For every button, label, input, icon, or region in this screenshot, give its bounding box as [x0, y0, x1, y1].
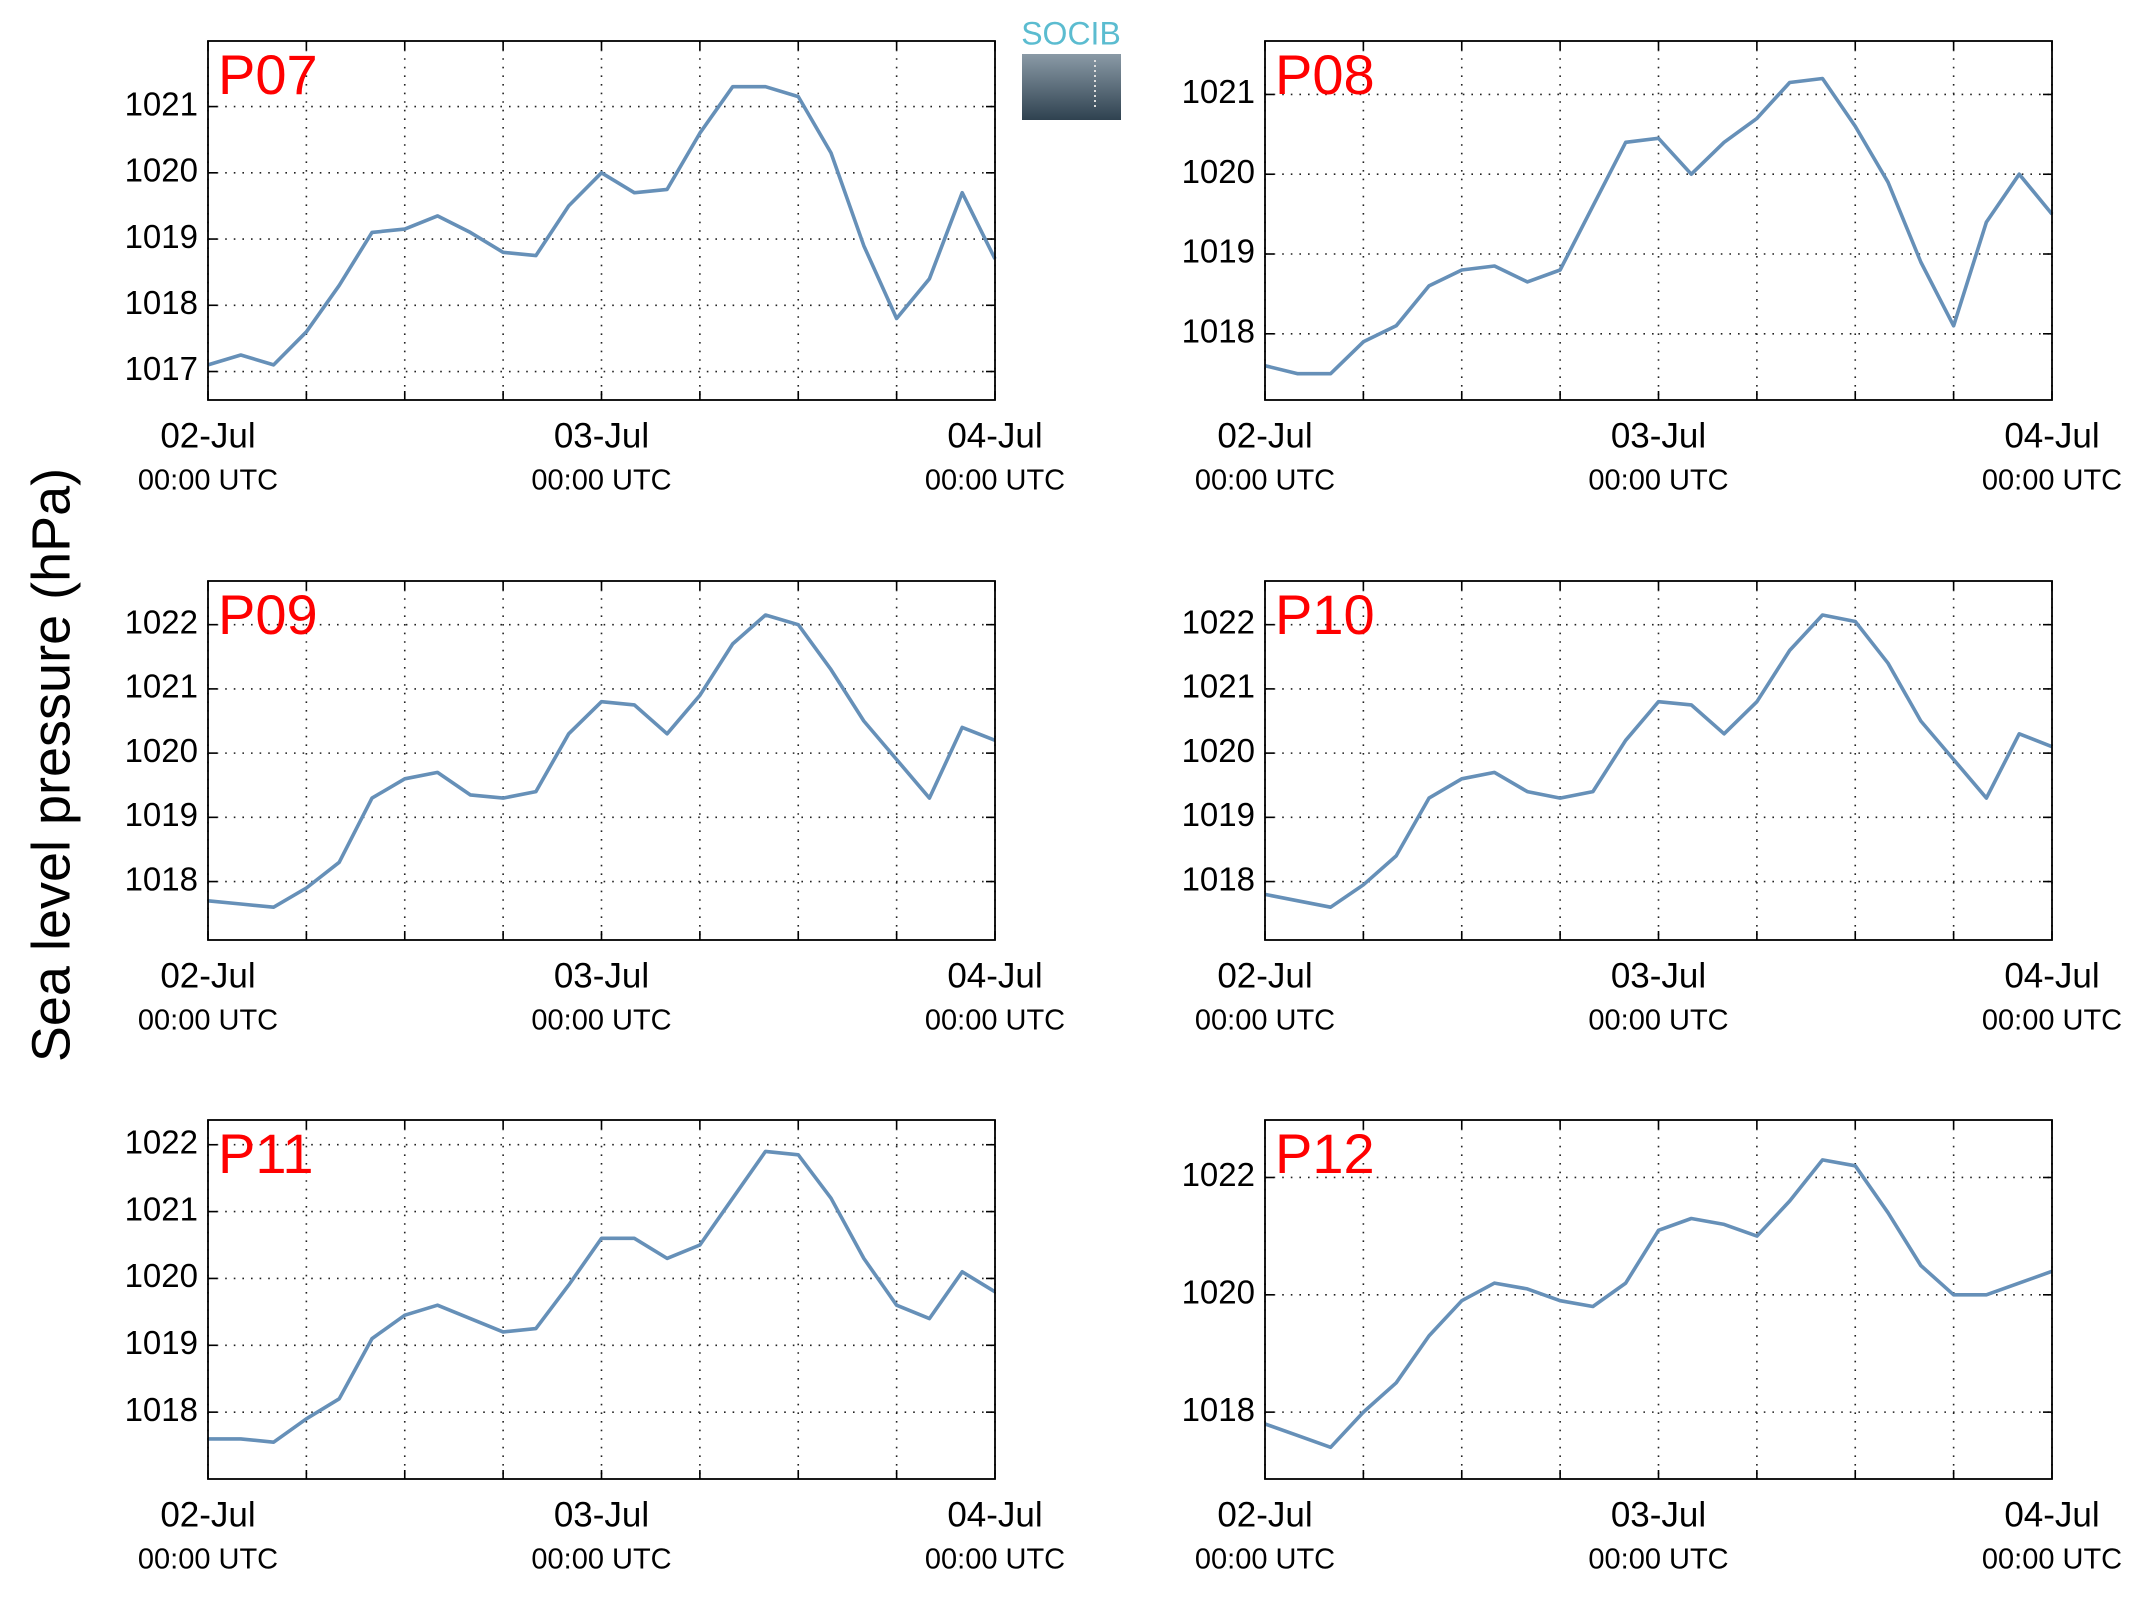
- y-tick-label: 1018: [125, 284, 198, 321]
- plot-frame: [207, 1119, 996, 1480]
- y-tick-label: 1020: [125, 152, 198, 189]
- x-tick-label: 02-Jul: [1217, 416, 1312, 455]
- data-line: [207, 84, 997, 367]
- y-tick-label: 1022: [125, 1123, 198, 1160]
- x-tick-sublabel: 00:00 UTC: [1195, 1544, 1335, 1576]
- x-tick-sublabel: 00:00 UTC: [531, 465, 671, 497]
- panel-title: P11: [218, 1122, 313, 1185]
- panel: 1018 1020 1022 02-Jul 00:00 UTC 03-Jul 00:00 U…: [1182, 1119, 2122, 1576]
- y-tick-label: 1018: [1182, 860, 1255, 897]
- x-tick-label: 02-Jul: [1217, 956, 1312, 995]
- x-tick-sublabel: 00:00 UTC: [1982, 1005, 2122, 1037]
- y-tick-label: 1019: [1182, 796, 1255, 833]
- panel-title: P10: [1275, 583, 1375, 646]
- y-tick-label: 1021: [125, 1190, 198, 1227]
- y-tick-label: 1018: [1182, 313, 1255, 350]
- y-tick-label: 1021: [1182, 668, 1255, 705]
- x-tick-sublabel: 00:00 UTC: [1588, 1005, 1728, 1037]
- x-tick-sublabel: 00:00 UTC: [1195, 465, 1335, 497]
- plot-frame: [1264, 1119, 2053, 1480]
- panel: 1018 1019 1020 1021 1022 02-Jul 00:00 UTC 03-Ju…: [1182, 580, 2122, 1037]
- x-tick-sublabel: 00:00 UTC: [1588, 465, 1728, 497]
- x-tick-sublabel: 00:00 UTC: [1982, 465, 2122, 497]
- plot-frame: [207, 40, 996, 401]
- logo-text: SOCIB: [1021, 15, 1121, 51]
- x-tick-label: 04-Jul: [2004, 956, 2099, 995]
- x-tick-sublabel: 00:00 UTC: [1195, 1005, 1335, 1037]
- x-tick-sublabel: 00:00 UTC: [138, 1544, 278, 1576]
- y-tick-label: 1019: [125, 218, 198, 255]
- panel: 1018 1019 1020 1021 1022 02-Jul 00:00 UTC 03-Ju…: [125, 1119, 1065, 1576]
- y-tick-label: 1022: [125, 603, 198, 640]
- logo: SOCIB: [1021, 15, 1121, 120]
- y-tick-label: 1020: [1182, 1274, 1255, 1311]
- y-tick-label: 1022: [1182, 1156, 1255, 1193]
- x-tick-label: 04-Jul: [2004, 1495, 2099, 1534]
- plot-frame: [207, 580, 996, 941]
- x-tick-label: 03-Jul: [1611, 956, 1706, 995]
- y-axis-label: Sea level pressure (hPa): [21, 468, 81, 1062]
- y-tick-label: 1020: [125, 732, 198, 769]
- x-tick-label: 03-Jul: [554, 1495, 649, 1534]
- panel-title: P12: [1275, 1122, 1375, 1185]
- y-tick-label: 1018: [1182, 1391, 1255, 1428]
- y-tick-label: 1019: [125, 1324, 198, 1361]
- y-tick-label: 1018: [125, 860, 198, 897]
- plot-frame: [1264, 580, 2053, 941]
- panel-title: P09: [218, 583, 318, 646]
- logo-box: [1022, 54, 1121, 120]
- x-tick-label: 02-Jul: [160, 1495, 255, 1534]
- x-tick-label: 04-Jul: [947, 416, 1042, 455]
- x-tick-label: 02-Jul: [160, 416, 255, 455]
- x-tick-label: 02-Jul: [1217, 1495, 1312, 1534]
- data-line: [207, 613, 996, 910]
- panel: 1018 1019 1020 1021 1022 02-Jul 00:00 UTC 03-Ju…: [125, 580, 1065, 1037]
- y-tick-label: 1019: [1182, 233, 1255, 270]
- x-tick-label: 03-Jul: [1611, 1495, 1706, 1534]
- x-tick-sublabel: 00:00 UTC: [925, 1544, 1065, 1576]
- panel-title: P07: [218, 43, 318, 106]
- data-line: [1264, 613, 2053, 910]
- x-tick-sublabel: 00:00 UTC: [531, 1005, 671, 1037]
- x-tick-sublabel: 00:00 UTC: [1588, 1544, 1728, 1576]
- y-tick-label: 1021: [125, 668, 198, 705]
- y-tick-label: 1017: [125, 350, 198, 387]
- x-tick-label: 03-Jul: [1611, 416, 1706, 455]
- x-tick-label: 03-Jul: [554, 956, 649, 995]
- x-tick-sublabel: 00:00 UTC: [1982, 1544, 2122, 1576]
- x-tick-sublabel: 00:00 UTC: [138, 465, 278, 497]
- y-tick-label: 1020: [125, 1257, 198, 1294]
- x-tick-sublabel: 00:00 UTC: [925, 465, 1065, 497]
- x-tick-label: 04-Jul: [947, 956, 1042, 995]
- y-tick-label: 1020: [1182, 153, 1255, 190]
- y-tick-label: 1018: [125, 1391, 198, 1428]
- panel: 1017 1018 1019 1020 1021 02-Jul 00:00 UTC 03-Ju…: [125, 40, 1065, 497]
- y-tick-label: 1019: [125, 796, 198, 833]
- panel-title: P08: [1275, 43, 1375, 106]
- x-tick-sublabel: 00:00 UTC: [138, 1005, 278, 1037]
- x-tick-sublabel: 00:00 UTC: [925, 1005, 1065, 1037]
- x-tick-label: 04-Jul: [2004, 416, 2099, 455]
- data-line: [1264, 1158, 2053, 1450]
- x-tick-sublabel: 00:00 UTC: [531, 1544, 671, 1576]
- x-tick-label: 04-Jul: [947, 1495, 1042, 1534]
- y-tick-label: 1021: [1182, 73, 1255, 110]
- data-line: [208, 1149, 996, 1444]
- y-tick-label: 1022: [1182, 603, 1255, 640]
- panel: 1018 1019 1020 1021 02-Jul 00:00 UTC 03-Jul 00:…: [1182, 40, 2122, 497]
- y-tick-label: 1021: [125, 85, 198, 122]
- y-tick-label: 1020: [1182, 732, 1255, 769]
- x-tick-label: 02-Jul: [160, 956, 255, 995]
- x-tick-label: 03-Jul: [554, 416, 649, 455]
- data-line: [1264, 76, 2054, 376]
- plot-frame: [1264, 40, 2053, 401]
